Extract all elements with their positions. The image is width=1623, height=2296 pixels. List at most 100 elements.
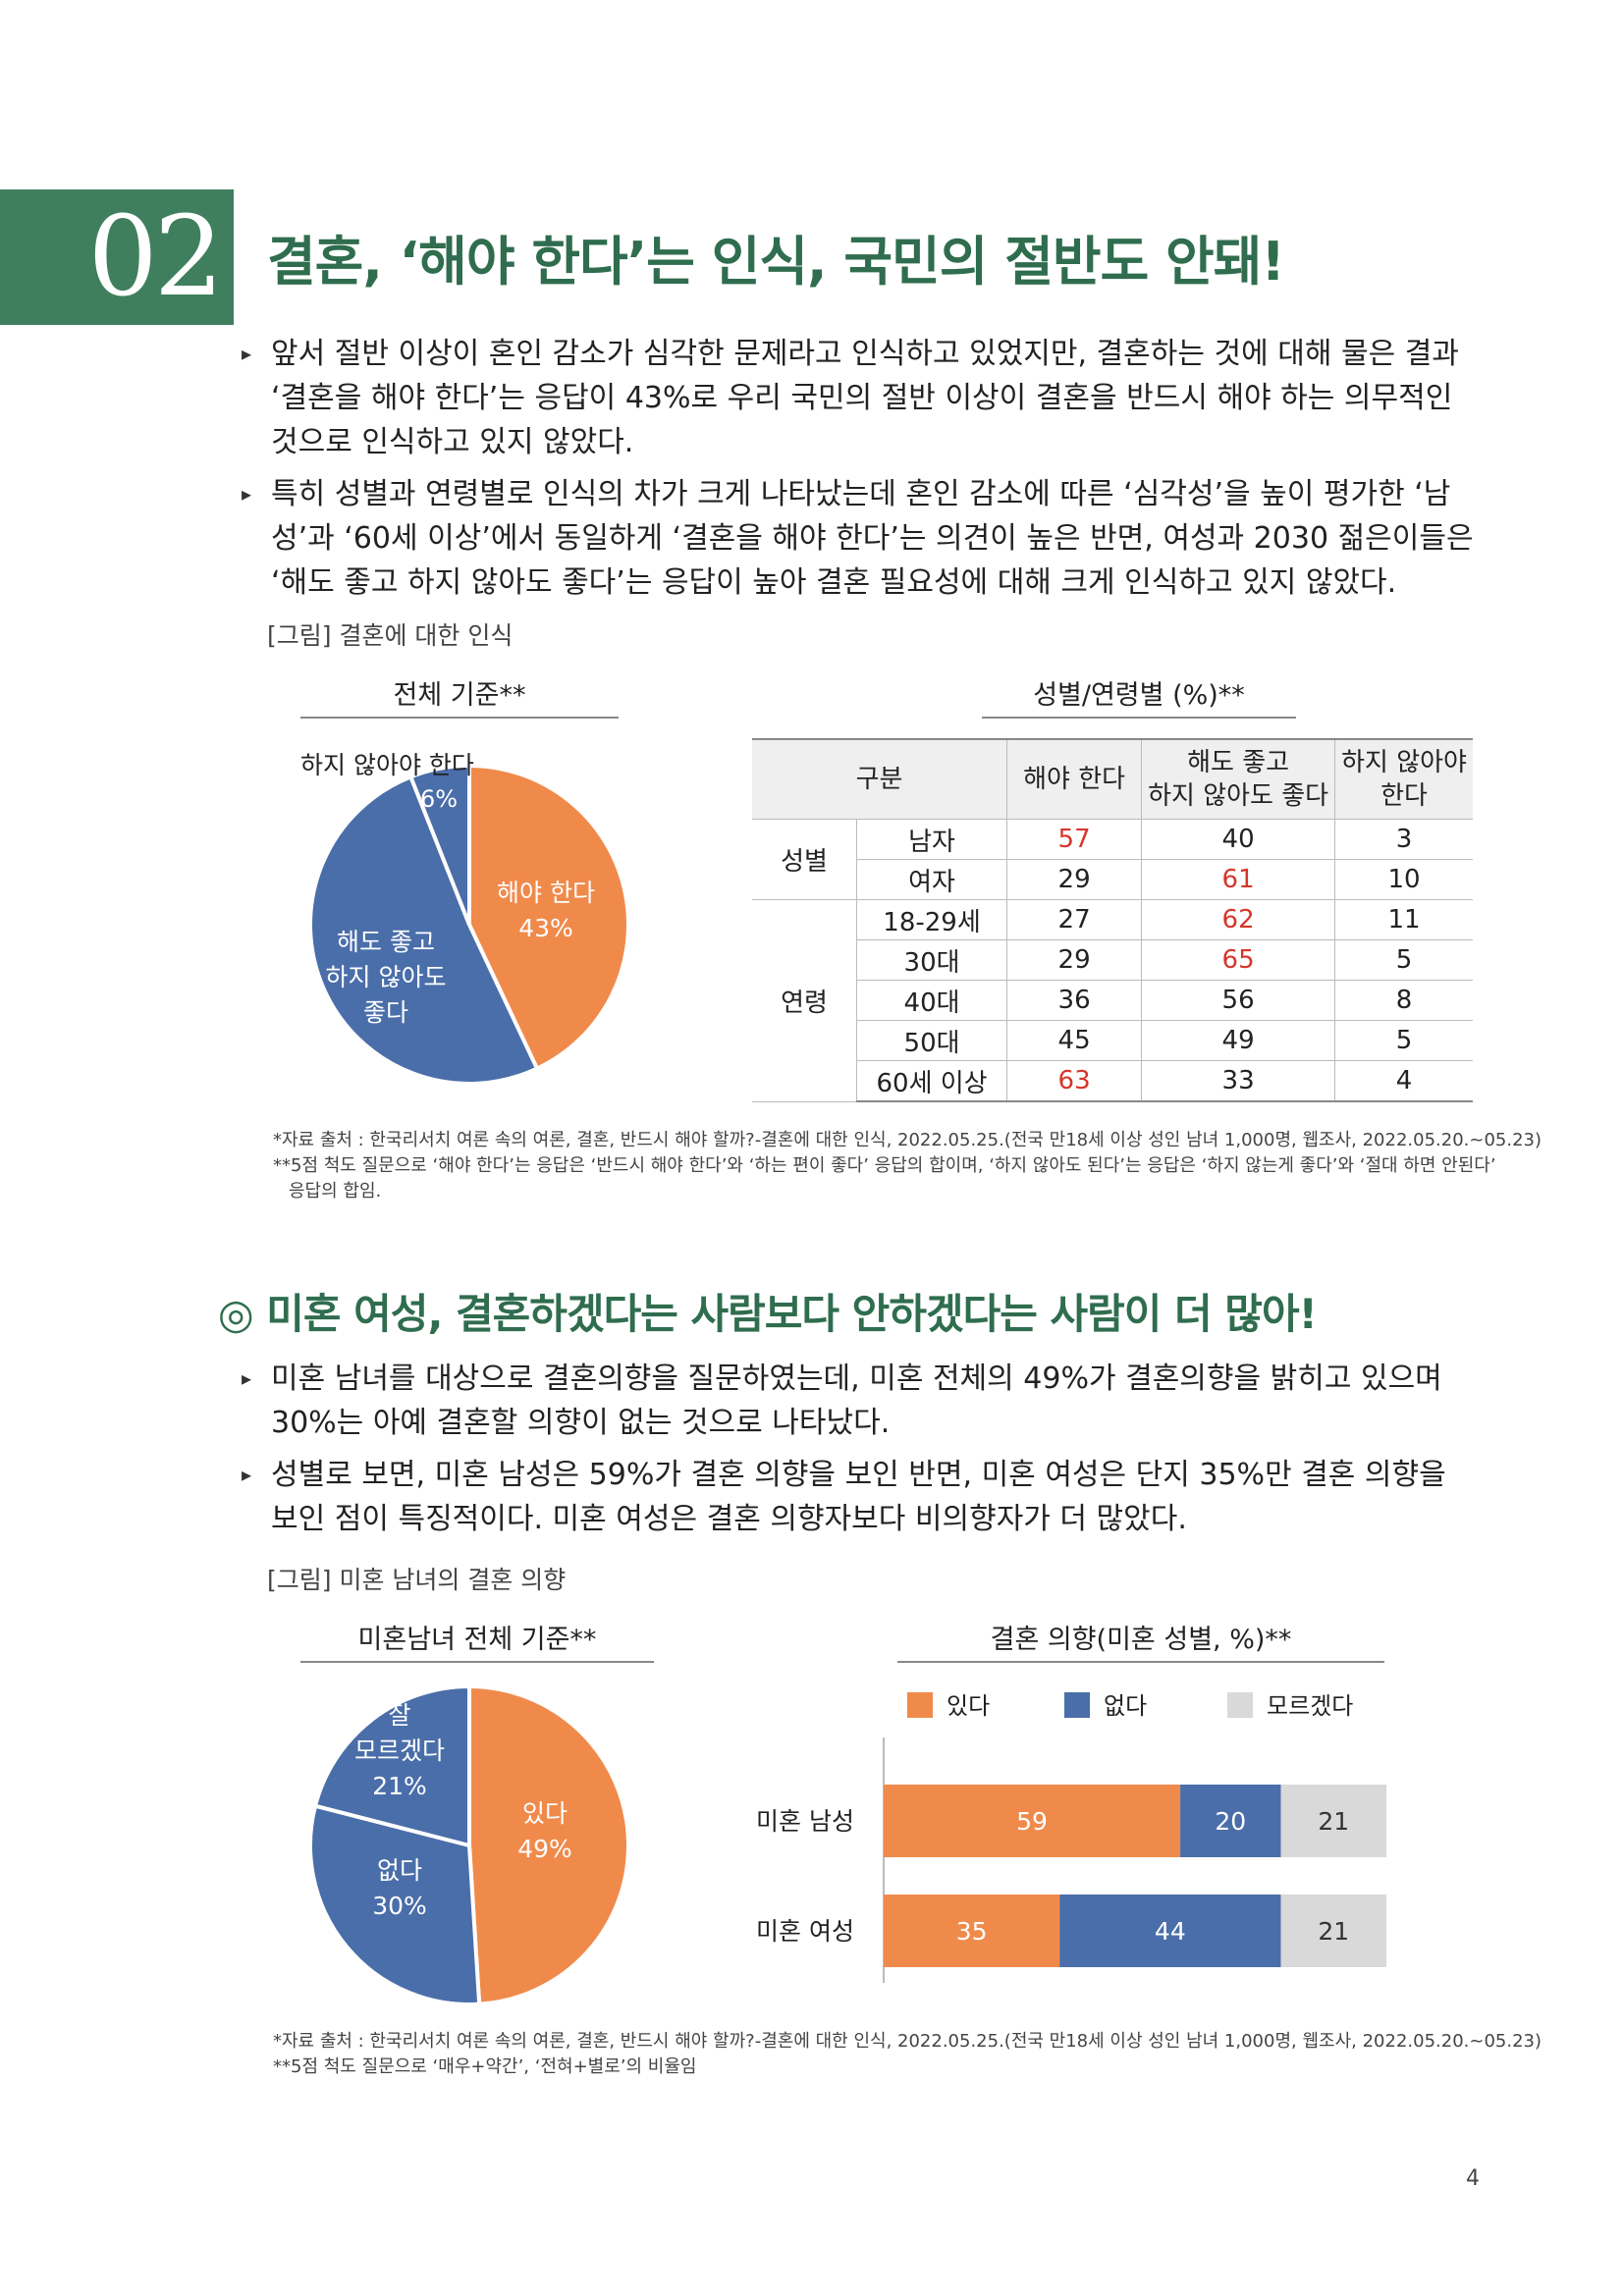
bar-value-label: 21 [1318, 1807, 1349, 1836]
cell-mustnot: 4 [1334, 1060, 1473, 1102]
footnote: **5점 척도 질문으로 ‘매우+약간’, ‘전혀+별로’의 비율임 [273, 2056, 697, 2077]
cell-must: 63 [1006, 1060, 1143, 1102]
source-note: *자료 출처 : 한국리서치 여론 속의 여론, 결혼, 반드시 해야 할까?-… [273, 1130, 1542, 1150]
cell-must: 36 [1006, 980, 1143, 1021]
page-number: 4 [1466, 2166, 1480, 2191]
col-group: 구분 [752, 738, 1008, 820]
figure-caption: [그림] 미혼 남녀의 결혼 의향 [267, 1566, 567, 1594]
pie-value-no: 30% [372, 1892, 427, 1920]
bar-segment [1059, 1895, 1281, 1967]
legend-label: 있다 [947, 1692, 991, 1720]
legend-item-yes: 있다 [907, 1686, 990, 1721]
pie-label-either-text: 해도 좋고 하지 않아도 좋다 [325, 928, 447, 1027]
cell-mustnot: 8 [1334, 980, 1473, 1021]
section-number-box: 02 [0, 189, 234, 325]
group-gender: 성별 [752, 819, 857, 900]
pie-value-yes: 49% [517, 1835, 572, 1863]
pie-slice-unsure [312, 1683, 471, 1848]
cell-mustnot: 5 [1334, 1020, 1473, 1061]
marriage-view-table: 구분 해야 한다 해도 좋고 하지 않아도 좋다 하지 않아야 한다 성별 남자 5… [752, 738, 1473, 1102]
pie-slice-either [308, 774, 540, 1086]
table-row: 60세 이상 63 33 4 [752, 1060, 1473, 1102]
cell-must: 57 [1006, 819, 1143, 860]
cell-either: 56 [1141, 980, 1336, 1021]
bar-segment [884, 1785, 1181, 1857]
cell-either: 49 [1141, 1020, 1336, 1061]
cell-must: 29 [1006, 939, 1143, 981]
pie-label-yes-text: 있다 [521, 1799, 568, 1828]
bar-segment [1280, 1785, 1386, 1857]
table-row: 연령 18-29세 27 62 11 [752, 899, 1473, 1102]
pie-value-either: 51% [358, 1069, 413, 1097]
legend-label: 모르겠다 [1267, 1692, 1354, 1720]
table-row: 여자 29 61 10 [752, 859, 1473, 900]
legend-swatch [1227, 1692, 1253, 1718]
table-heading: 성별/연령별 (%)** [1033, 680, 1245, 711]
bar-value-label: 59 [1016, 1807, 1048, 1836]
figure-caption: [그림] 결혼에 대한 인식 [267, 621, 514, 650]
col-mustnot-line2: 한다 [1380, 781, 1428, 811]
section-number: 02 [87, 193, 224, 321]
pie-label-mustnot: 하지 않아야 한다 [300, 751, 474, 779]
row-label: 18-29세 [856, 899, 1008, 940]
row-label: 40대 [856, 980, 1008, 1021]
pie-label-unsure: 잘 모르겠다 21% [346, 1698, 454, 1804]
pie-label-no: 없다 30% [365, 1853, 434, 1924]
footnote-cont: 응답의 합임. [289, 1181, 382, 1201]
bullet-item: 특히 성별과 연령별로 인식의 차가 크게 나타났는데 혼인 감소에 따른 ‘심… [242, 472, 1481, 605]
bar-heading: 결혼 의향(미혼 성별, %)** [990, 1625, 1292, 1655]
cell-either: 62 [1141, 899, 1336, 940]
pie-chart-marriage-intention [308, 1683, 630, 2006]
pie-label-yes: 있다 49% [511, 1796, 579, 1867]
pie-label-must-text: 해야 한다 [497, 879, 595, 907]
pie-slice-no [308, 1803, 482, 2006]
bar-value-label: 20 [1215, 1807, 1246, 1836]
footnote: **5점 척도 질문으로 ‘해야 한다’는 응답은 ‘반드시 해야 한다’와 ‘… [273, 1155, 1496, 1176]
cell-must: 29 [1006, 859, 1143, 900]
pie-value-mustnot: 6% [420, 785, 459, 813]
bar-value-label: 44 [1155, 1917, 1186, 1946]
pie-label-must: 해야 한다 43% [487, 876, 605, 946]
bar-category-label: 미혼 여성 [756, 1917, 854, 1946]
pie-label-unsure-line1: 잘 [388, 1701, 411, 1730]
divider [897, 1661, 1384, 1663]
section-title: 결혼, ‘해야 한다’는 인식, 국민의 절반도 안돼! [267, 231, 1285, 293]
col-must: 해야 한다 [1006, 738, 1143, 820]
cell-mustnot: 11 [1334, 899, 1473, 940]
pie-slice-mustnot [407, 763, 471, 926]
row-label: 50대 [856, 1020, 1008, 1061]
col-mustnot-line1: 하지 않아야 [1341, 748, 1467, 777]
legend-item-no: 없다 [1064, 1686, 1147, 1721]
bar-segment [1180, 1785, 1281, 1857]
cell-either: 61 [1141, 859, 1336, 900]
cell-either: 33 [1141, 1060, 1336, 1102]
pie-chart-marriage-view [308, 763, 630, 1086]
legend-label: 없다 [1104, 1692, 1148, 1720]
pie-value-unsure: 21% [372, 1772, 427, 1800]
cell-mustnot: 3 [1334, 819, 1473, 860]
pie-label-no-text: 없다 [376, 1856, 422, 1885]
subsection-title: ◎ 미혼 여성, 결혼하겠다는 사람보다 안하겠다는 사람이 더 많아! [218, 1290, 1318, 1338]
table-row: 성별 남자 57 40 3 [752, 819, 1473, 900]
table-row: 50대 45 49 5 [752, 1020, 1473, 1061]
cell-must: 45 [1006, 1020, 1143, 1061]
col-either-line1: 해도 좋고 [1187, 748, 1290, 777]
pie-label-either: 해도 좋고 하지 않아도 좋다 51% [312, 889, 460, 1137]
pie-heading: 미혼남녀 전체 기준** [357, 1625, 597, 1655]
table-row: 40대 36 56 8 [752, 980, 1473, 1021]
legend-item-unsure: 모르겠다 [1227, 1686, 1353, 1721]
row-label: 여자 [856, 859, 1008, 900]
source-note: *자료 출처 : 한국리서치 여론 속의 여론, 결혼, 반드시 해야 할까?-… [273, 2031, 1542, 2052]
row-label: 남자 [856, 819, 1008, 860]
cell-mustnot: 5 [1334, 939, 1473, 981]
cell-mustnot: 10 [1334, 859, 1473, 900]
bullet-item: 성별로 보면, 미혼 남성은 59%가 결혼 의향을 보인 반면, 미혼 여성은… [242, 1453, 1481, 1541]
table-header-row: 구분 해야 한다 해도 좋고 하지 않아도 좋다 하지 않아야 한다 [752, 738, 1473, 820]
pie-slice-yes [467, 1683, 630, 2006]
pie-slice-must [467, 763, 630, 1072]
pie-value-must: 43% [518, 914, 573, 942]
cell-either: 65 [1141, 939, 1336, 981]
divider [300, 1661, 654, 1663]
bullet-list-1: 앞서 절반 이상이 혼인 감소가 심각한 문제라고 인식하고 있었지만, 결혼하… [242, 332, 1481, 613]
